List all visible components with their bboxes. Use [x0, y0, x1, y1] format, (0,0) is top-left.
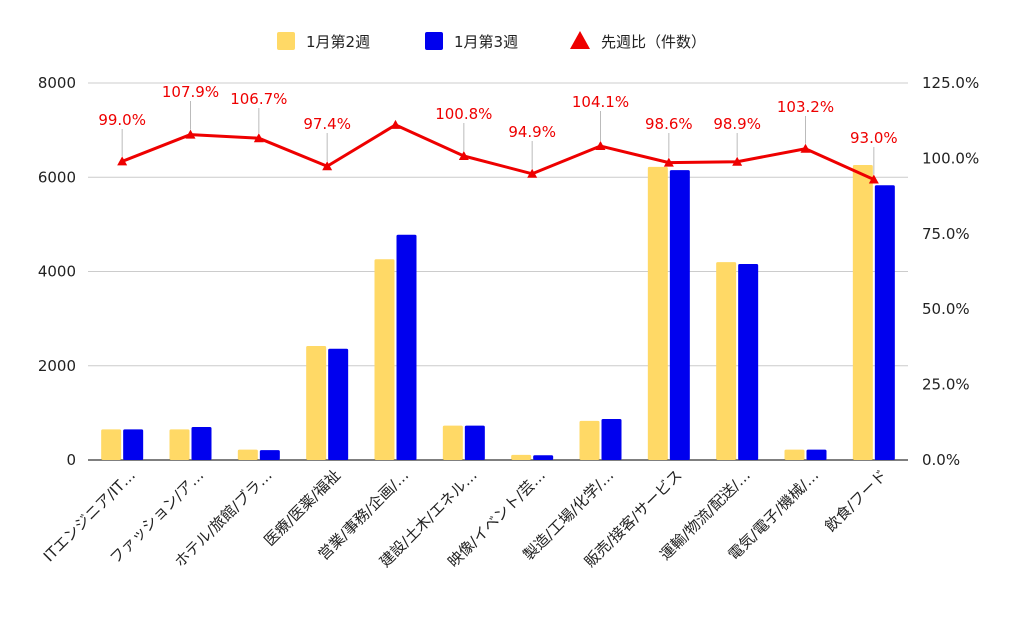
- bar-1[interactable]: [306, 345, 327, 460]
- left-tick-label: 0: [66, 451, 76, 469]
- bar-2[interactable]: [738, 263, 759, 460]
- data-labels: 99.0% 107.9% 106.7% 97.4% 100.8% 94.9% 104.1% 9…: [98, 83, 898, 175]
- bar-1[interactable]: [511, 454, 532, 460]
- left-tick-label: 6000: [38, 168, 76, 186]
- left-tick-label: 4000: [38, 263, 76, 281]
- line-point-triangle-icon[interactable]: [732, 156, 743, 166]
- bar-2[interactable]: [464, 425, 485, 460]
- right-tick-label: 0.0%: [922, 451, 960, 469]
- line-data-label: 99.0%: [98, 111, 146, 129]
- legend-swatch: [277, 32, 295, 50]
- line-data-label: 94.9%: [508, 123, 556, 141]
- bar-2[interactable]: [259, 450, 280, 460]
- bar-1[interactable]: [716, 262, 737, 460]
- category-label: 飲食/フード: [821, 466, 890, 535]
- bar-2[interactable]: [396, 234, 417, 460]
- bar-1[interactable]: [579, 420, 600, 460]
- left-tick-label: 2000: [38, 357, 76, 375]
- right-tick-label: 125.0%: [922, 74, 979, 92]
- line-data-label: 107.9%: [162, 83, 219, 101]
- legend-item-series-1[interactable]: 1月第2週: [277, 32, 370, 51]
- right-tick-label: 50.0%: [922, 300, 970, 318]
- line-point-triangle-icon[interactable]: [868, 174, 879, 184]
- line-data-label: 100.8%: [435, 105, 492, 123]
- legend-item-series-2[interactable]: 1月第3週: [425, 32, 518, 51]
- line-data-label: 98.9%: [713, 115, 761, 133]
- line-series: [117, 119, 879, 184]
- line-point-triangle-icon[interactable]: [322, 161, 333, 171]
- line-point-triangle-icon[interactable]: [458, 150, 469, 160]
- line-point-triangle-icon[interactable]: [800, 143, 811, 153]
- bar-2[interactable]: [669, 170, 690, 460]
- line-data-label: 103.2%: [777, 98, 834, 116]
- legend-label: 1月第2週: [306, 33, 370, 51]
- line-path: [121, 123, 875, 181]
- line-point-triangle-icon[interactable]: [117, 156, 128, 166]
- right-tick-label: 75.0%: [922, 225, 970, 243]
- bar-2[interactable]: [806, 449, 827, 460]
- legend: 1月第2週 1月第3週 先週比（件数）: [277, 31, 706, 51]
- line-data-label: 104.1%: [572, 93, 629, 111]
- line-data-label: 97.4%: [303, 115, 351, 133]
- bar-2[interactable]: [123, 429, 144, 460]
- line-point-triangle-icon[interactable]: [185, 129, 196, 139]
- right-tick-label: 25.0%: [922, 376, 970, 394]
- left-axis-ticks: 0 2000 4000 6000 8000: [38, 74, 76, 469]
- bar-1[interactable]: [647, 166, 668, 460]
- category-labels: ITエンジニア/IT…ファッション/ア…ホテル/旅館/ブラ…医療/医薬/福祉営業…: [40, 466, 891, 571]
- bar-2[interactable]: [601, 419, 622, 460]
- legend-label: 先週比（件数）: [601, 33, 706, 51]
- legend-swatch: [425, 32, 443, 50]
- line-data-label: 106.7%: [230, 90, 287, 108]
- bar-1[interactable]: [784, 449, 805, 460]
- bar-1[interactable]: [374, 259, 395, 460]
- legend-label: 1月第3週: [454, 33, 518, 51]
- bar-1[interactable]: [852, 164, 873, 460]
- bar-2[interactable]: [328, 348, 349, 460]
- bar-2[interactable]: [874, 185, 895, 461]
- line-point-triangle-icon[interactable]: [253, 133, 264, 143]
- gridlines: [88, 82, 908, 461]
- bar-1[interactable]: [442, 425, 463, 460]
- bar-2[interactable]: [533, 455, 554, 460]
- legend-item-series-3[interactable]: 先週比（件数）: [570, 31, 706, 51]
- left-tick-label: 8000: [38, 74, 76, 92]
- right-axis-ticks: 0.0% 25.0% 50.0% 75.0% 100.0% 125.0%: [922, 74, 979, 469]
- line-point-triangle-icon[interactable]: [595, 141, 606, 151]
- bar-1[interactable]: [169, 429, 190, 460]
- bar-1[interactable]: [101, 429, 122, 460]
- right-tick-label: 100.0%: [922, 149, 979, 167]
- line-data-label: 98.6%: [645, 115, 693, 133]
- bar-2[interactable]: [191, 427, 212, 460]
- line-data-label: 93.0%: [850, 129, 898, 147]
- line-point-triangle-icon[interactable]: [663, 157, 674, 167]
- bar-series: [101, 164, 895, 461]
- line-point-triangle-icon[interactable]: [390, 119, 401, 129]
- bar-1[interactable]: [237, 449, 258, 460]
- line-point-triangle-icon[interactable]: [527, 168, 538, 178]
- legend-triangle-icon: [570, 31, 590, 49]
